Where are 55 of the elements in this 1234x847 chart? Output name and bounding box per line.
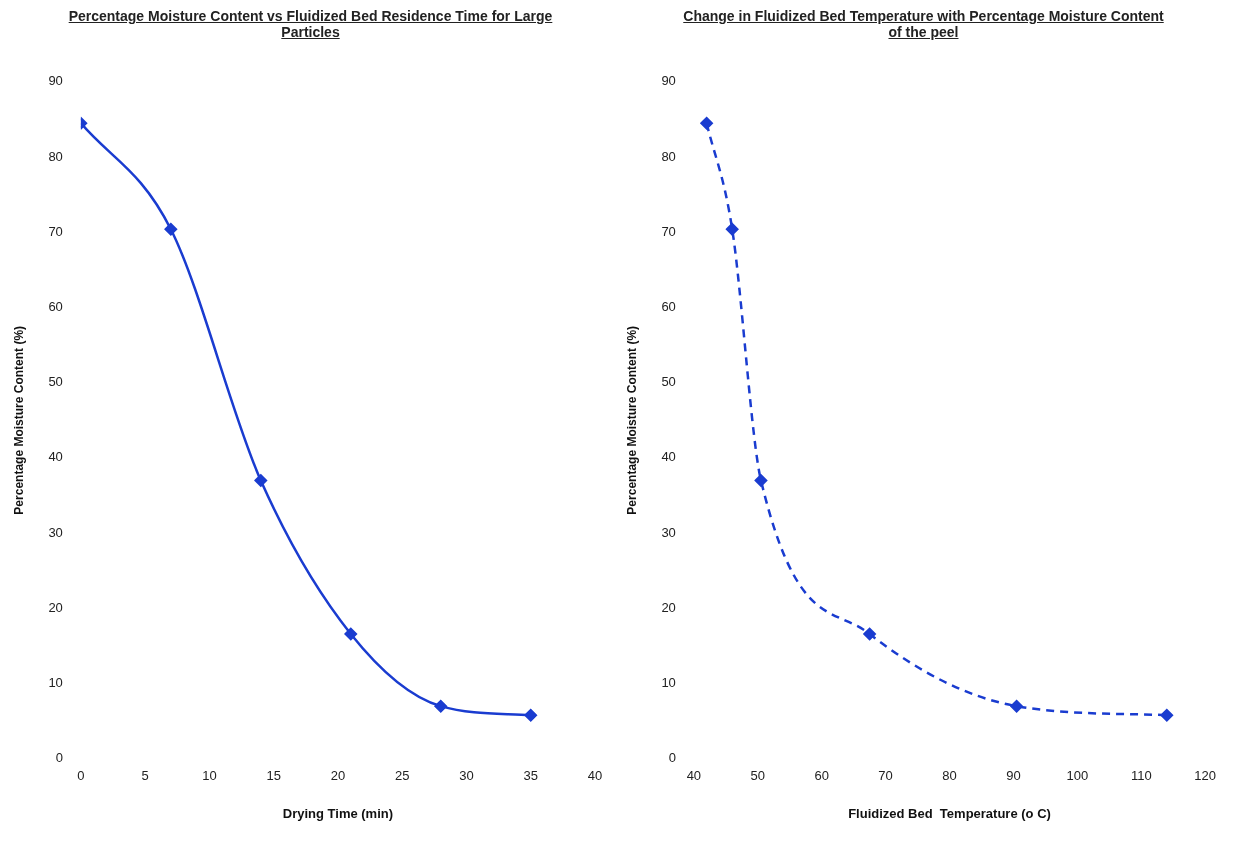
x-tick-label: 10	[202, 768, 217, 784]
chart-title: Change in Fluidized Bed Temperature with Percentage Moisture Content of the peel	[682, 8, 1165, 42]
x-tick-label: 120	[1194, 768, 1217, 784]
y-tick-label: 60	[48, 299, 63, 315]
y-tick-label: 0	[668, 750, 676, 766]
x-tick-label: 90	[1006, 768, 1021, 784]
x-tick-label: 0	[77, 768, 85, 784]
y-tick-label: 40	[661, 449, 676, 465]
y-tick-label: 30	[48, 524, 63, 540]
y-tick-label: 90	[661, 73, 676, 89]
y-tick-label: 50	[48, 374, 63, 390]
x-axis-title: Drying Time (min)	[282, 805, 394, 821]
y-tick-label: 40	[48, 449, 63, 465]
x-tick-label: 5	[141, 768, 149, 784]
y-tick-label: 0	[55, 750, 63, 766]
y-axis-title: Percentage Moisture Content (%)	[624, 325, 639, 515]
y-tick-label: 10	[661, 675, 676, 691]
y-tick-label: 90	[48, 73, 63, 89]
x-tick-label: 110	[1130, 768, 1152, 784]
y-tick-label: 80	[661, 148, 676, 164]
x-tick-label: 25	[394, 768, 410, 784]
point	[725, 222, 739, 236]
y-tick-label: 20	[661, 599, 676, 615]
point	[1010, 699, 1023, 713]
point	[434, 699, 448, 713]
point	[344, 627, 358, 641]
x-tick-label: 40	[686, 768, 702, 784]
y-tick-label: 50	[661, 374, 676, 390]
point	[754, 474, 768, 487]
y-tick-label: 10	[48, 675, 63, 691]
point	[1160, 708, 1174, 722]
x-tick-label: 35	[523, 768, 538, 784]
y-tick-label: 70	[48, 223, 63, 239]
point	[863, 627, 876, 641]
y-tick-label: 30	[661, 524, 676, 540]
point	[254, 474, 268, 487]
y-tick-label: 20	[48, 599, 63, 615]
x-tick-label: 20	[330, 768, 346, 784]
x-tick-label: 60	[814, 768, 829, 784]
point	[700, 116, 713, 130]
x-tick-label: 40	[587, 768, 603, 784]
y-tick-label: 70	[661, 223, 676, 239]
x-tick-label: 15	[266, 768, 281, 784]
chart-title: Percentage Moisture Content vs Fluidized Bed Residence Time for Large Particles	[67, 8, 554, 42]
x-tick-label: 50	[750, 768, 766, 784]
point	[164, 222, 178, 236]
x-tick-label: 30	[459, 768, 474, 784]
x-tick-label: 80	[942, 768, 957, 784]
y-tick-label: 60	[661, 299, 676, 315]
y-axis-title: Percentage Moisture Content (%)	[11, 325, 26, 515]
x-tick-label: 100	[1066, 768, 1089, 784]
point	[524, 708, 537, 722]
x-axis-title: Fluidized Bed Temperature (o C)	[848, 805, 1051, 821]
y-tick-label: 80	[48, 148, 63, 164]
x-tick-label: 70	[878, 768, 893, 784]
